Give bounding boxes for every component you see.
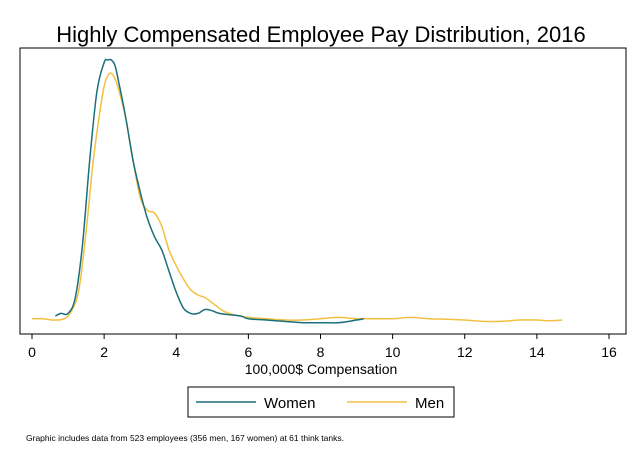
- series-line-women: [55, 58, 364, 324]
- series-line-men: [31, 72, 563, 323]
- legend-label-men: Men: [415, 395, 444, 412]
- legend: Women Men: [187, 386, 455, 418]
- x-tick-label-14: 14: [529, 344, 545, 360]
- legend-box: [187, 386, 455, 418]
- x-axis: 0 2 4 6 8 10 12 14 16: [28, 334, 617, 360]
- x-tick-label-0: 0: [28, 344, 36, 360]
- x-tick-label-2: 2: [100, 344, 108, 360]
- x-tick-label-10: 10: [385, 344, 401, 360]
- plot-frame: [19, 47, 627, 335]
- x-axis-title: 100,000$ Compensation: [245, 361, 398, 377]
- x-tick-label-16: 16: [601, 344, 617, 360]
- x-tick-label-8: 8: [317, 344, 325, 360]
- series-layer: [31, 58, 563, 324]
- x-tick-label-4: 4: [172, 344, 180, 360]
- chart-title: Highly Compensated Employee Pay Distribu…: [56, 22, 586, 47]
- footnote: Graphic includes data from 523 employees…: [26, 433, 344, 443]
- x-tick-label-6: 6: [244, 344, 252, 360]
- legend-label-women: Women: [264, 395, 315, 412]
- x-tick-label-12: 12: [457, 344, 473, 360]
